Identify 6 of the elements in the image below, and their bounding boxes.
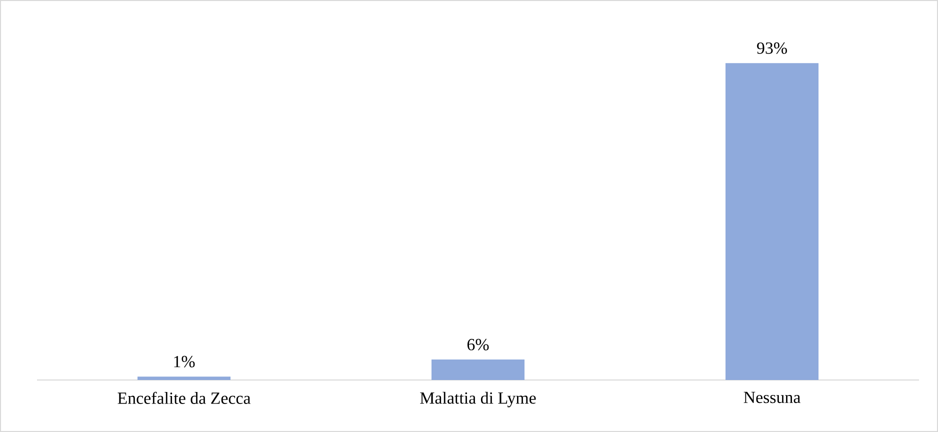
data-label: 93% <box>757 42 787 54</box>
data-label: 6% <box>467 338 489 350</box>
x-tick-label: Nessuna <box>744 392 800 404</box>
x-tick-label: Malattia di Lyme <box>420 392 536 408</box>
data-label: 1% <box>174 356 195 368</box>
x-tick-label: Encefalite da Zecca <box>118 392 251 404</box>
